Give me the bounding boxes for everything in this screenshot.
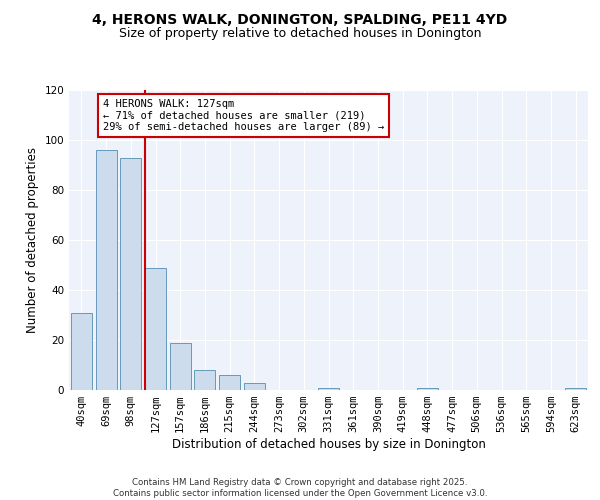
- Bar: [219, 375, 240, 390]
- Bar: [565, 388, 586, 390]
- Bar: [120, 158, 141, 390]
- Bar: [95, 150, 116, 390]
- Bar: [417, 388, 438, 390]
- Bar: [71, 312, 92, 390]
- Text: 4, HERONS WALK, DONINGTON, SPALDING, PE11 4YD: 4, HERONS WALK, DONINGTON, SPALDING, PE1…: [92, 12, 508, 26]
- Y-axis label: Number of detached properties: Number of detached properties: [26, 147, 39, 333]
- Text: Size of property relative to detached houses in Donington: Size of property relative to detached ho…: [119, 28, 481, 40]
- Bar: [145, 268, 166, 390]
- Bar: [194, 370, 215, 390]
- Bar: [318, 388, 339, 390]
- Bar: [244, 382, 265, 390]
- Bar: [170, 342, 191, 390]
- Text: 4 HERONS WALK: 127sqm
← 71% of detached houses are smaller (219)
29% of semi-det: 4 HERONS WALK: 127sqm ← 71% of detached …: [103, 99, 384, 132]
- Text: Contains HM Land Registry data © Crown copyright and database right 2025.
Contai: Contains HM Land Registry data © Crown c…: [113, 478, 487, 498]
- X-axis label: Distribution of detached houses by size in Donington: Distribution of detached houses by size …: [172, 438, 485, 451]
